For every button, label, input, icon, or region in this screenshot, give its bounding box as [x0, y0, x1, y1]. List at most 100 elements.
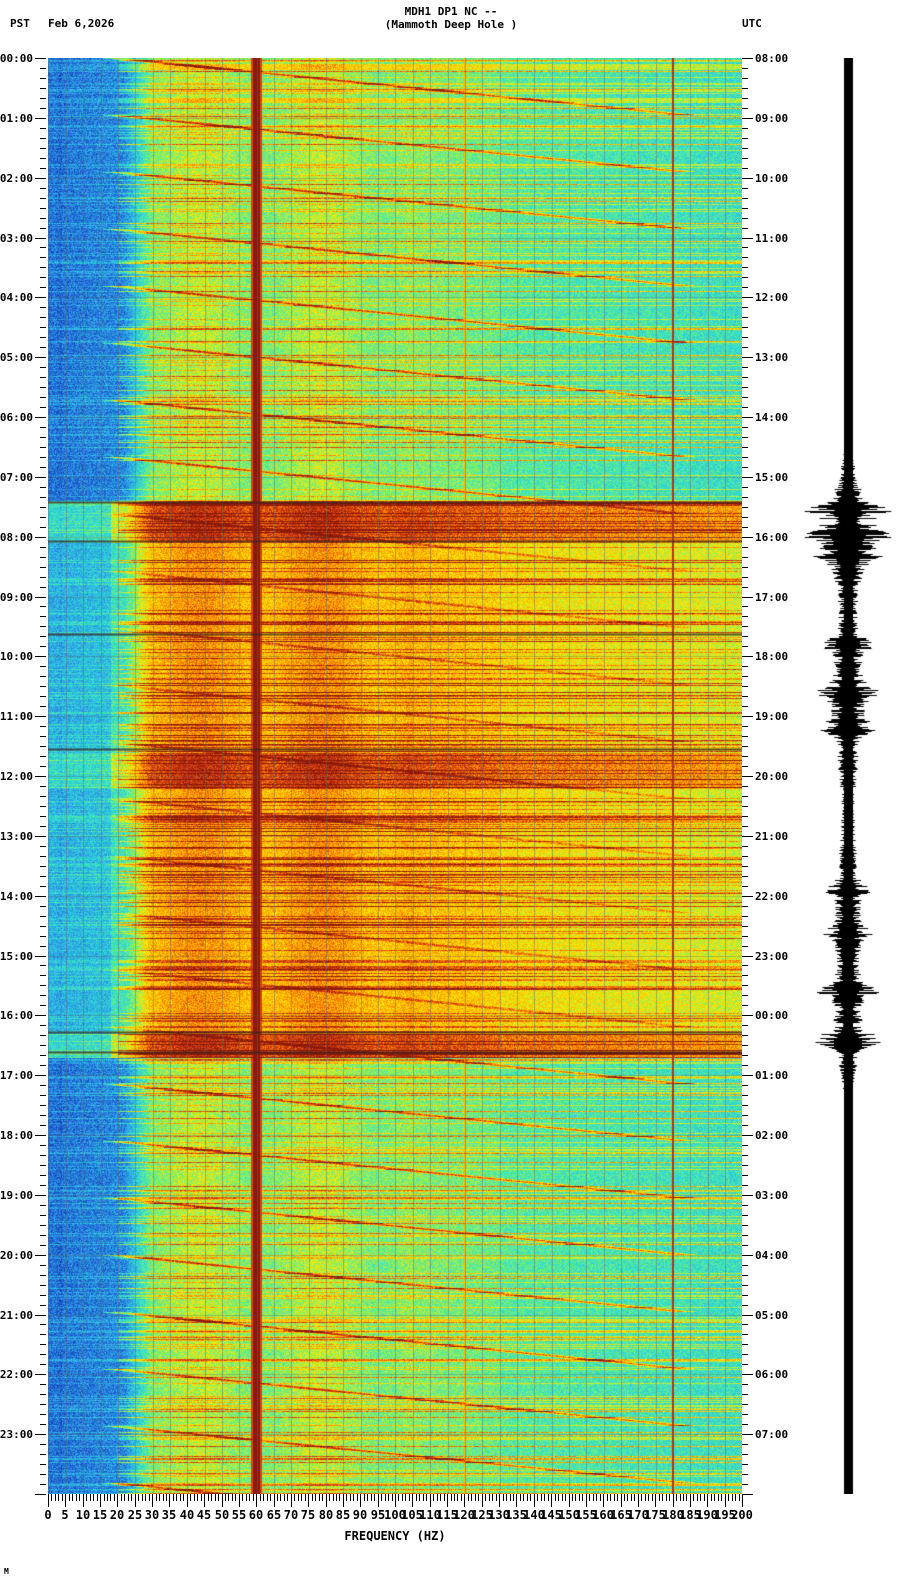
- freq-tick-minor: [607, 1494, 608, 1501]
- time-tick-minor: [40, 1025, 46, 1026]
- time-tick-minor: [742, 1474, 748, 1475]
- time-tick-minor: [742, 587, 748, 588]
- time-tick-minor: [40, 636, 46, 637]
- time-tick-label: 23:00: [755, 950, 789, 963]
- freq-tick-major: [343, 1494, 344, 1507]
- freq-tick-minor: [322, 1494, 323, 1501]
- time-tick-minor: [742, 1354, 748, 1355]
- time-tick-minor: [742, 98, 748, 99]
- time-tick-minor: [742, 1484, 748, 1485]
- time-tick-major: [742, 1195, 753, 1196]
- time-tick-minor: [40, 666, 46, 667]
- station-title: MDH1 DP1 NC --: [404, 5, 498, 18]
- time-tick-minor: [742, 1155, 748, 1156]
- time-tick-minor: [40, 906, 46, 907]
- freq-tick-minor: [357, 1494, 358, 1501]
- freq-tick-minor: [492, 1494, 493, 1501]
- freq-tick-label: 170: [627, 1508, 649, 1522]
- time-tick-minor: [40, 796, 46, 797]
- time-tick-minor: [742, 985, 748, 986]
- freq-tick-label: 65: [266, 1508, 282, 1522]
- freq-tick-minor: [555, 1494, 556, 1501]
- time-tick-minor: [742, 467, 748, 468]
- time-tick-label: 10:00: [755, 172, 789, 185]
- time-tick-major: [35, 1315, 46, 1316]
- freq-tick-minor: [739, 1494, 740, 1501]
- time-tick-major: [742, 118, 753, 119]
- time-tick-minor: [742, 158, 748, 159]
- time-tick-minor: [40, 158, 46, 159]
- time-tick-minor: [742, 975, 748, 976]
- time-tick-major: [35, 836, 46, 837]
- freq-tick-minor: [346, 1494, 347, 1501]
- freq-tick-label: 115: [436, 1508, 458, 1522]
- freq-tick-minor: [471, 1494, 472, 1501]
- time-tick-minor: [40, 1185, 46, 1186]
- freq-tick-minor: [444, 1494, 445, 1501]
- freq-tick-minor: [69, 1494, 70, 1501]
- time-tick-minor: [742, 826, 748, 827]
- time-tick-minor: [742, 746, 748, 747]
- time-tick-minor: [742, 327, 748, 328]
- freq-tick-minor: [600, 1494, 601, 1501]
- time-tick-label: 13:00: [0, 830, 33, 843]
- freq-tick-minor: [79, 1494, 80, 1501]
- freq-tick-label: 45: [196, 1508, 212, 1522]
- freq-tick-minor: [402, 1494, 403, 1501]
- freq-tick-minor: [398, 1494, 399, 1501]
- freq-tick-minor: [163, 1494, 164, 1501]
- time-tick-minor: [40, 1215, 46, 1216]
- time-tick-minor: [40, 1055, 46, 1056]
- time-tick-minor: [40, 198, 46, 199]
- freq-tick-minor: [506, 1494, 507, 1501]
- time-tick-minor: [742, 1384, 748, 1385]
- time-tick-label: 23:00: [0, 1428, 33, 1441]
- freq-tick-minor: [478, 1494, 479, 1501]
- freq-tick-major: [586, 1494, 587, 1507]
- freq-tick-minor: [520, 1494, 521, 1501]
- freq-tick-major: [603, 1494, 604, 1507]
- freq-tick-minor: [575, 1494, 576, 1501]
- freq-tick-label: 180: [662, 1508, 684, 1522]
- freq-tick-major: [534, 1494, 535, 1507]
- freq-tick-minor: [121, 1494, 122, 1501]
- freq-tick-label: 85: [335, 1508, 351, 1522]
- time-tick-label: 03:00: [0, 232, 33, 245]
- time-tick-major: [35, 357, 46, 358]
- time-tick-major: [742, 1434, 753, 1435]
- freq-tick-minor: [721, 1494, 722, 1501]
- freq-tick-minor: [173, 1494, 174, 1501]
- freq-tick-minor: [461, 1494, 462, 1501]
- time-tick-label: 02:00: [755, 1129, 789, 1142]
- time-tick-label: 03:00: [755, 1189, 789, 1202]
- time-tick-major: [35, 477, 46, 478]
- freq-tick-minor: [527, 1494, 528, 1501]
- time-tick-minor: [40, 1205, 46, 1206]
- time-tick-minor: [742, 965, 748, 966]
- time-tick-minor: [742, 1225, 748, 1226]
- freq-tick-minor: [128, 1494, 129, 1501]
- freq-tick-major: [621, 1494, 622, 1507]
- freq-tick-minor: [336, 1494, 337, 1501]
- time-tick-minor: [742, 626, 748, 627]
- time-tick-minor: [40, 1105, 46, 1106]
- time-tick-major: [35, 1494, 46, 1495]
- freq-tick-major: [516, 1494, 517, 1507]
- time-tick-minor: [742, 198, 748, 199]
- time-tick-major: [742, 1255, 753, 1256]
- freq-tick-minor: [319, 1494, 320, 1501]
- time-tick-minor: [742, 387, 748, 388]
- time-tick-label: 21:00: [0, 1309, 33, 1322]
- time-tick-minor: [40, 926, 46, 927]
- time-tick-minor: [742, 1095, 748, 1096]
- freq-tick-minor: [631, 1494, 632, 1501]
- spectrogram-plot[interactable]: [48, 58, 742, 1494]
- time-tick-label: 08:00: [755, 52, 789, 65]
- freq-tick-minor: [704, 1494, 705, 1501]
- amplitude-trace-panel: [800, 58, 900, 1494]
- freq-tick-label: 110: [419, 1508, 441, 1522]
- time-tick-minor: [40, 148, 46, 149]
- time-tick-minor: [40, 98, 46, 99]
- time-tick-label: 00:00: [0, 52, 33, 65]
- time-tick-major: [742, 1315, 753, 1316]
